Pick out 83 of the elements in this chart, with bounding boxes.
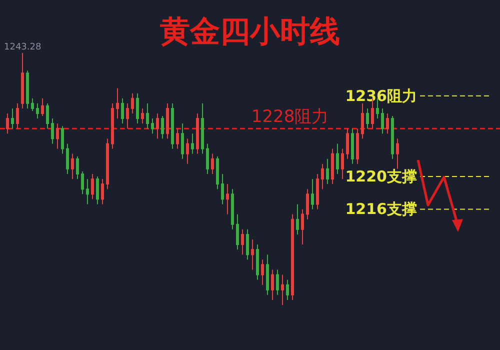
candlestick [221, 173, 224, 205]
candlestick [21, 52, 24, 109]
candlestick [391, 116, 394, 160]
candlestick [31, 98, 34, 112]
candlestick [241, 228, 244, 256]
candlestick [191, 133, 194, 154]
candlestick [101, 178, 104, 205]
candlestick [196, 112, 199, 154]
ref-line-label: 1216支撑 [345, 200, 417, 218]
candlestick [386, 112, 389, 134]
candlestick [166, 102, 169, 140]
candlestick [161, 116, 164, 140]
candlestick [311, 178, 314, 210]
candlestick [256, 244, 259, 280]
candlestick [381, 108, 384, 134]
candlestick [321, 163, 324, 190]
candlestick [71, 153, 74, 180]
candlestick [266, 254, 269, 296]
candlestick [56, 123, 59, 150]
candlestick [356, 128, 359, 164]
candlestick [86, 178, 89, 205]
candlestick [201, 102, 204, 154]
candlestick [271, 269, 274, 300]
candlestick [326, 158, 329, 185]
candlestick [236, 214, 239, 250]
candlestick [361, 102, 364, 140]
candlestick [26, 70, 29, 109]
candlestick [296, 204, 299, 235]
candlestick [121, 98, 124, 124]
candlestick [346, 128, 349, 160]
candlestick [251, 238, 254, 270]
candlestick [171, 102, 174, 150]
candlestick [331, 148, 334, 185]
candlestick [106, 138, 109, 190]
candlestick [16, 102, 19, 130]
candlestick [111, 102, 114, 150]
candlestick [41, 98, 44, 116]
candlestick [51, 118, 54, 144]
candlestick [156, 112, 159, 140]
candlestick [351, 128, 354, 164]
candlestick [316, 173, 319, 210]
candlestick [66, 143, 69, 174]
candlestick [216, 156, 219, 190]
candlestick [176, 128, 179, 150]
candlestick [226, 184, 229, 215]
candlestick [36, 102, 39, 120]
candlestick [341, 148, 344, 180]
candlestick [76, 156, 79, 180]
candlestick [291, 214, 294, 300]
candlestick [146, 102, 149, 130]
candlestick [336, 143, 339, 174]
candlestick [136, 92, 139, 124]
candlestick [6, 112, 9, 134]
candlestick [246, 228, 249, 260]
ref-line-label: 1220支撑 [345, 167, 417, 186]
candlestick [261, 259, 264, 286]
candlestick [231, 188, 234, 230]
candlestick [96, 176, 99, 205]
candlestick [91, 173, 94, 200]
candlestick [81, 170, 84, 195]
text: 1243.28 [4, 42, 42, 52]
candlestick [141, 108, 144, 124]
candlestick [281, 274, 284, 306]
chart-title: 黄金四小时线 [160, 14, 340, 50]
ref-line-label: 1228阻力 [251, 107, 329, 128]
candlestick [11, 108, 14, 130]
candlestick [301, 208, 304, 246]
candlestick [186, 138, 189, 164]
candlestick [116, 88, 119, 120]
candlestick [131, 92, 134, 114]
candlestick [126, 102, 129, 130]
candlestick [151, 118, 154, 134]
candlestick [61, 126, 64, 154]
candlestick [211, 153, 214, 174]
candlestick [286, 279, 289, 300]
candlestick [306, 188, 309, 220]
candlestick [276, 269, 279, 296]
candlestick [46, 102, 49, 130]
ref-line-label: 1236阻力 [345, 86, 417, 105]
candlestick [181, 123, 184, 160]
candlestick [206, 143, 209, 174]
candlestick [396, 138, 399, 170]
candlestick [366, 108, 369, 130]
